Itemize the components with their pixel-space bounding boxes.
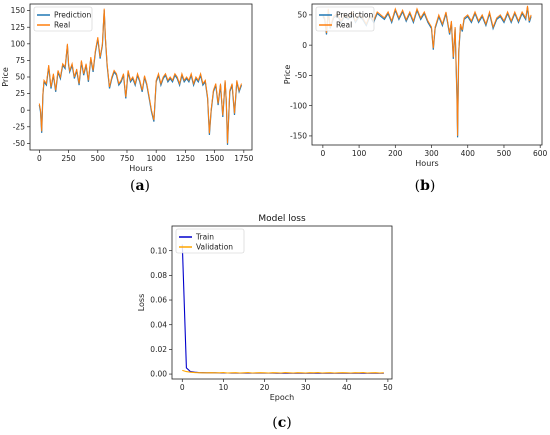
series-line-real — [38, 8, 242, 144]
x-tick-label: 200 — [388, 149, 403, 158]
x-tick-label: 1500 — [205, 154, 224, 163]
y-tick-label: 0.00 — [150, 370, 167, 379]
y-tick-label: 0.04 — [150, 320, 167, 329]
x-axis-label: Hours — [129, 164, 152, 173]
chart-a: 0 250 500 750 1000 1250 1500 1750 -50 -25 0 25 50 75 1… — [1, 3, 254, 173]
x-tick-label: 40 — [342, 383, 352, 392]
y-tick-label: 0.10 — [150, 246, 167, 255]
x-tick-label: 0 — [320, 149, 325, 158]
x-tick-label: 400 — [461, 149, 476, 158]
legend-label: Validation — [196, 243, 233, 252]
x-tick-label: 0 — [37, 154, 42, 163]
legend-label: Prediction — [54, 11, 92, 20]
y-axis-label: Price — [1, 67, 10, 87]
legend-box — [175, 228, 245, 254]
y-tick-label: -150 — [290, 132, 307, 141]
x-tick-label: 50 — [383, 383, 393, 392]
x-tick-label: 1250 — [176, 154, 195, 163]
y-axis-label: Price — [283, 65, 292, 85]
x-tick-label: 250 — [61, 154, 76, 163]
legend-label: Prediction — [336, 11, 374, 20]
x-tick-label: 100 — [352, 149, 367, 158]
x-axis-label: Hours — [415, 159, 438, 168]
x-axis-label: Epoch — [270, 393, 295, 402]
chart-title: Model loss — [258, 214, 306, 224]
x-tick-label: 30 — [301, 383, 311, 392]
y-tick-label: -100 — [290, 101, 307, 110]
caption-b: (b) — [415, 178, 436, 194]
x-tick-label: 500 — [497, 149, 512, 158]
y-tick-label: 50 — [297, 10, 307, 19]
y-tick-label: 125 — [11, 23, 26, 32]
x-tick-label: 750 — [120, 154, 135, 163]
y-tick-label: 50 — [15, 73, 25, 82]
y-tick-label: -25 — [13, 122, 25, 131]
x-tick-label: 500 — [91, 154, 106, 163]
x-tick-label: 300 — [424, 149, 439, 158]
y-tick-label: 0.08 — [150, 271, 167, 280]
legend-label: Real — [336, 21, 352, 30]
y-tick-label: 0 — [302, 41, 307, 50]
legend-label: Train — [195, 233, 214, 242]
y-tick-label: 0.06 — [150, 296, 167, 305]
y-axis-label: Loss — [137, 294, 146, 312]
y-tick-label: -50 — [13, 139, 25, 148]
caption-a: (a) — [130, 178, 150, 194]
y-tick-label: 150 — [11, 6, 26, 15]
caption-c: (c) — [272, 415, 291, 431]
x-tick-label: 1000 — [147, 154, 166, 163]
legend-label: Real — [54, 21, 70, 30]
x-tick-label: 10 — [219, 383, 229, 392]
chart-c: 0 10 20 30 40 50 0.00 0.02 0.04 0.06 0.08 0.10 Epoch… — [137, 214, 393, 402]
y-tick-label: 100 — [11, 39, 26, 48]
y-tick-label: 75 — [15, 56, 25, 65]
chart-b: 0 100 200 300 400 500 600 -150 -100 -50 0 50 Hours Pr… — [283, 3, 548, 168]
y-tick-label: 25 — [15, 89, 25, 98]
x-tick-label: 1750 — [234, 154, 253, 163]
x-tick-label: 0 — [180, 383, 185, 392]
y-tick-label: -50 — [295, 71, 307, 80]
x-tick-label: 20 — [260, 383, 270, 392]
x-tick-label: 600 — [533, 149, 548, 158]
series-line-validation — [182, 369, 384, 374]
y-tick-label: 0.02 — [150, 345, 167, 354]
y-tick-label: 0 — [20, 106, 25, 115]
